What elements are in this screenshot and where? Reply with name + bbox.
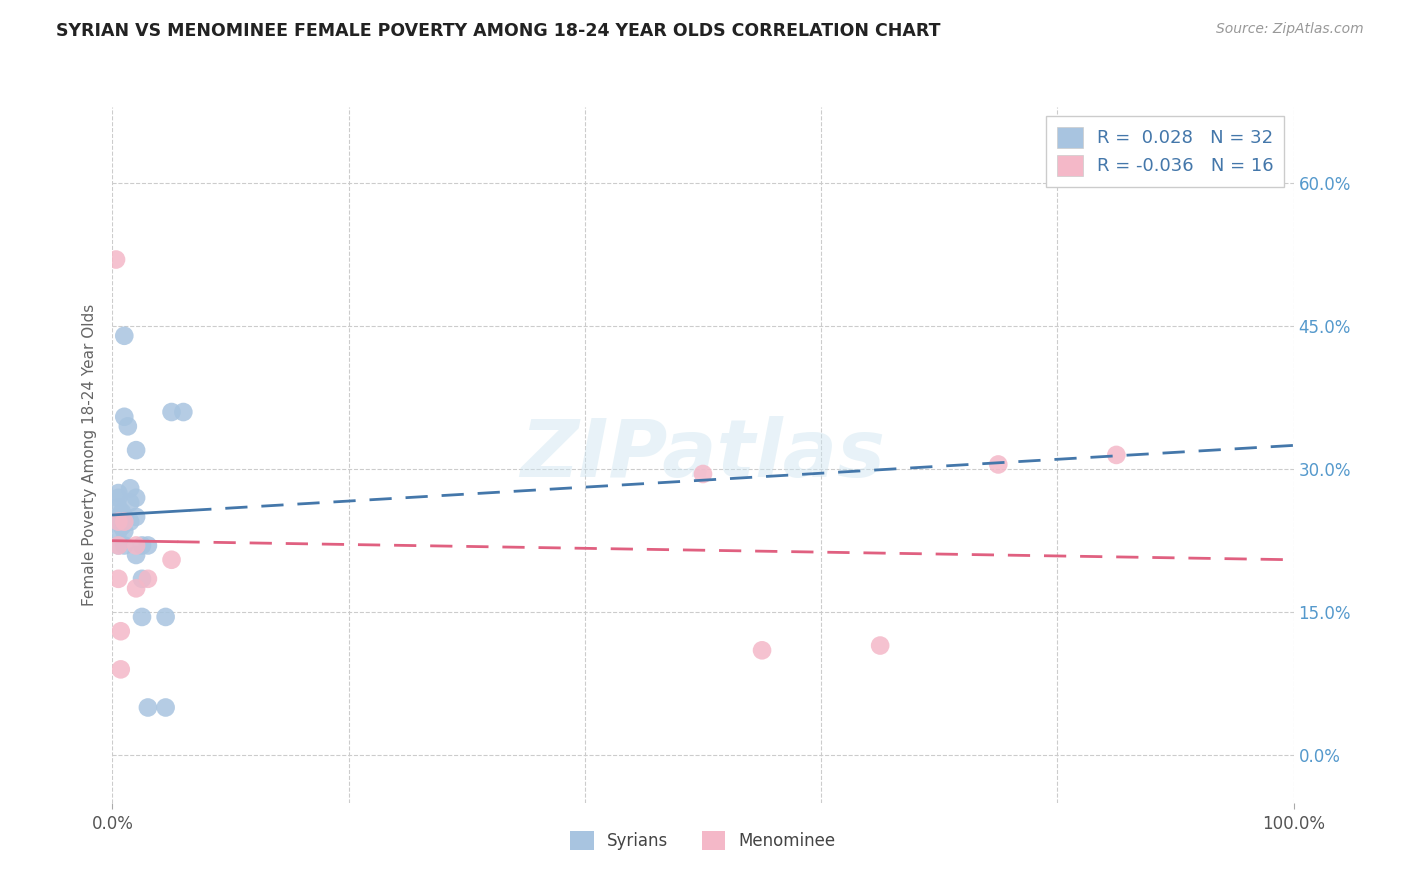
Point [107, 539, 129, 553]
Point [172, 405, 194, 419]
Point [107, 524, 129, 538]
Point [107, 500, 129, 515]
Point [136, 539, 159, 553]
Point [869, 639, 891, 653]
Point [111, 519, 134, 533]
Point [160, 405, 183, 419]
Point [125, 443, 148, 458]
Point [136, 700, 159, 714]
Point [160, 553, 183, 567]
Text: Source: ZipAtlas.com: Source: ZipAtlas.com [1216, 22, 1364, 37]
Point [751, 643, 773, 657]
Point [125, 548, 148, 562]
Point [155, 610, 177, 624]
Point [120, 495, 142, 509]
Point [125, 491, 148, 505]
Point [107, 515, 129, 529]
Point [1105, 448, 1128, 462]
Y-axis label: Female Poverty Among 18-24 Year Olds: Female Poverty Among 18-24 Year Olds [82, 304, 97, 606]
Point [110, 662, 132, 676]
Point [107, 509, 129, 524]
Point [987, 458, 1010, 472]
Point [131, 610, 153, 624]
Point [107, 572, 129, 586]
Point [111, 509, 134, 524]
Point [107, 486, 129, 500]
Point [692, 467, 714, 481]
Point [117, 419, 139, 434]
Point [112, 515, 135, 529]
Point [120, 515, 142, 529]
Point [131, 572, 153, 586]
Point [136, 572, 159, 586]
Point [107, 515, 129, 529]
Point [112, 328, 135, 343]
Point [125, 582, 148, 596]
Point [112, 509, 135, 524]
Point [110, 624, 132, 639]
Point [125, 539, 148, 553]
Point [155, 700, 177, 714]
Point [125, 509, 148, 524]
Point [111, 505, 134, 519]
Text: ZIPatlas: ZIPatlas [520, 416, 886, 494]
Point [107, 539, 129, 553]
Text: SYRIAN VS MENOMINEE FEMALE POVERTY AMONG 18-24 YEAR OLDS CORRELATION CHART: SYRIAN VS MENOMINEE FEMALE POVERTY AMONG… [56, 22, 941, 40]
Point [120, 481, 142, 495]
Point [131, 539, 153, 553]
Point [112, 524, 135, 538]
Point [112, 409, 135, 424]
Point [112, 539, 135, 553]
Point [105, 252, 128, 267]
Point [107, 491, 129, 505]
Legend: Syrians, Menominee: Syrians, Menominee [564, 824, 842, 857]
